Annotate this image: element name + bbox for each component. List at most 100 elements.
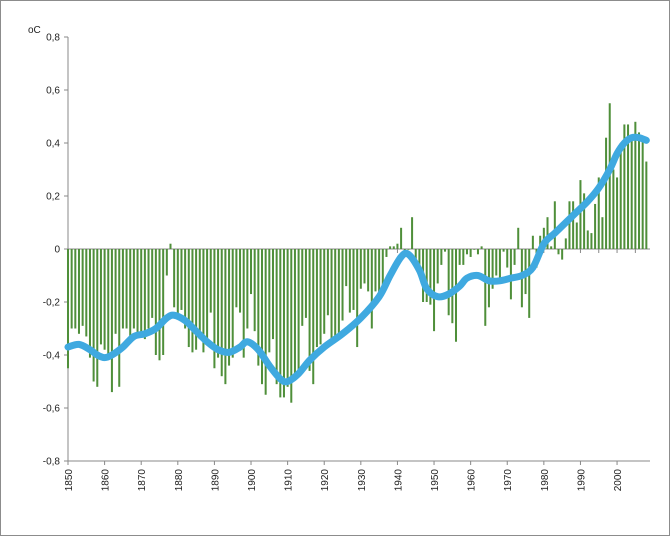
anomaly-bar [359,249,362,289]
x-tick-label: 1970 [503,469,514,492]
anomaly-bar [579,180,582,249]
anomaly-bar [539,235,542,249]
anomaly-bar [326,249,329,316]
anomaly-bar [337,249,340,340]
anomaly-bar [220,249,223,377]
anomaly-bar [572,201,575,249]
anomaly-bar [191,249,194,353]
anomaly-bar [495,249,498,276]
anomaly-bar [513,249,516,265]
anomaly-bar [509,249,512,300]
anomaly-bar [381,249,384,289]
anomaly-bar [290,249,293,403]
anomaly-bar [557,249,560,255]
anomaly-bar [187,249,190,348]
anomaly-bar [348,249,351,313]
anomaly-bar [74,249,77,329]
y-tick-label: -0,4 [43,351,61,362]
anomaly-bar [209,249,212,313]
anomaly-bar [125,249,128,329]
smoothed-trend-path [64,133,650,386]
anomaly-bar [616,177,619,249]
anomaly-bar [356,249,359,348]
anomaly-bar [246,249,249,329]
anomaly-bar [151,249,154,318]
axis-labels: oC [28,25,41,36]
anomaly-bar [334,249,337,337]
anomaly-bar [228,249,231,366]
anomaly-bar [304,249,307,318]
anomaly-bar [202,249,205,353]
anomaly-bar [297,249,300,377]
anomaly-bar [553,201,556,249]
anomaly-bar [583,193,586,249]
anomaly-bar [550,246,553,249]
anomaly-bar [605,137,608,249]
anomaly-bar [198,249,201,340]
x-tick-label: 1960 [467,469,478,492]
x-tick-label: 1900 [247,469,258,492]
anomaly-bar [206,249,209,342]
anomaly-bar [114,249,117,334]
x-tick-label: 1870 [137,469,148,492]
anomaly-bar [378,249,381,300]
anomaly-bar [630,135,633,249]
anomaly-bar [502,249,505,252]
anomaly-bar [363,249,366,284]
anomaly-bar [407,249,410,250]
anomaly-bar [66,249,70,369]
anomaly-bar [271,249,274,340]
anomaly-bar [77,249,80,334]
x-tick-label: 1930 [357,469,368,492]
x-tick-label: 1890 [210,469,221,492]
x-tick-label: 1860 [101,469,112,492]
anomaly-bar [546,217,549,249]
anomaly-bar [169,243,172,249]
y-tick-label: 0 [54,245,60,256]
anomaly-bar [418,249,421,271]
anomaly-bar [301,249,304,326]
anomaly-bar [645,161,648,249]
anomaly-bar [81,249,84,326]
anomaly-bar [597,177,600,249]
anomaly-bar [447,249,450,316]
anomaly-bar [440,249,443,265]
smoothed-trend-line [64,133,650,386]
anomaly-bar [282,249,285,398]
y-tick-label: 0,6 [46,86,60,97]
anomaly-bar [315,249,318,348]
anomaly-bar [224,249,227,385]
anomaly-bar [590,233,593,249]
anomaly-bar [213,249,216,369]
x-tick-label: 1980 [540,469,551,492]
anomaly-bar [469,249,472,257]
x-tick-label: 1950 [430,469,441,492]
anomaly-bar [279,249,282,398]
anomaly-bar [491,249,494,289]
anomaly-bar [370,249,373,329]
anomaly-bar [575,222,578,249]
anomaly-bar [341,249,344,321]
anomaly-bar [129,249,132,337]
anomaly-bar [257,249,260,366]
y-tick-label: 0,2 [46,192,60,203]
anomaly-bar [627,124,630,249]
y-tick-label: -0,8 [43,457,61,468]
anomaly-bar [352,249,355,310]
anomaly-bar [217,249,220,358]
x-tick-label: 1910 [284,469,295,492]
anomaly-bar [99,249,102,345]
anomaly-bar [480,246,483,249]
anomaly-bar [92,249,95,382]
anomaly-bar [619,143,622,249]
anomaly-bar [389,246,392,249]
anomaly-bar [242,249,245,358]
anomaly-bar [154,249,157,355]
anomaly-bar [136,249,139,337]
anomaly-bar [531,235,534,249]
anomaly-bar [414,249,417,265]
anomaly-bar [568,201,571,249]
anomaly-bar [118,249,121,387]
y-axis-unit-label: oC [28,25,41,36]
y-tick-label: 0,4 [46,139,60,150]
